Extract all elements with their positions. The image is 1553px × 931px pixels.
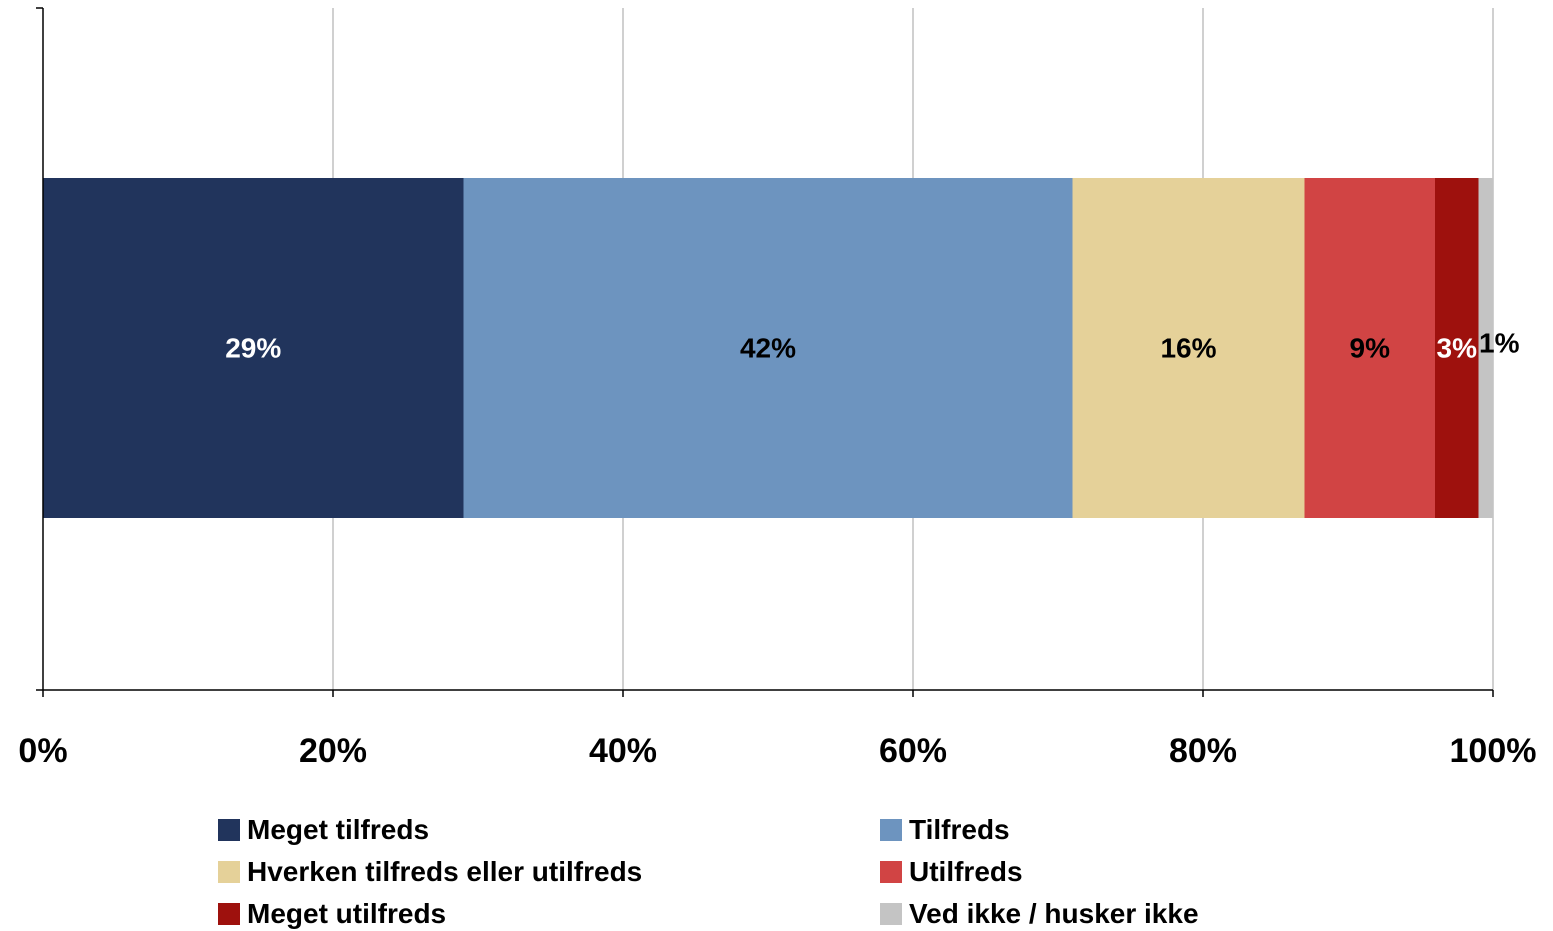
legend-swatch-3 (880, 860, 902, 883)
legend-swatch-2 (218, 860, 240, 883)
legend-item-2: Hverken tilfreds eller utilfreds (218, 854, 880, 889)
bar-segment-4 (1435, 178, 1479, 518)
x-axis-ticks: 0% 20% 40% 60% 80% 100% (18, 690, 1536, 770)
legend-item-3: Utilfreds (880, 854, 1300, 889)
legend: Meget tilfreds Tilfreds Hverken tilfreds e… (218, 812, 1318, 931)
legend-swatch-5 (880, 902, 902, 925)
legend-item-0: Meget tilfreds (218, 812, 880, 847)
data-label-0: 29% (225, 332, 281, 363)
legend-swatch-4 (218, 902, 240, 925)
x-tick-label-3: 60% (879, 732, 947, 770)
x-tick-label-2: 40% (589, 732, 657, 770)
data-label-1: 42% (740, 332, 796, 363)
bar-segment-3 (1304, 178, 1435, 518)
bar-segment-1 (463, 178, 1073, 518)
chart: 29% 42% 16% 9% 3% 1% 0% 20% 40% 60% 80% 100% (18, 7, 1536, 770)
legend-label-3: Utilfreds (909, 855, 1023, 887)
bar-segment-0 (43, 178, 464, 518)
bar-segment-2 (1072, 178, 1305, 518)
legend-item-4: Meget utilfreds (218, 896, 880, 931)
legend-swatch-1 (880, 818, 902, 841)
data-label-5: 1% (1479, 327, 1520, 358)
stacked-bar (43, 178, 1493, 518)
x-tick-label-4: 80% (1169, 732, 1237, 770)
data-label-3: 9% (1350, 332, 1391, 363)
data-label-4: 3% (1437, 332, 1478, 363)
legend-label-1: Tilfreds (909, 813, 1010, 845)
legend-label-5: Ved ikke / husker ikke (909, 897, 1199, 929)
legend-swatch-0 (218, 818, 240, 841)
axes (36, 7, 1493, 691)
legend-item-1: Tilfreds (880, 812, 1300, 847)
bar-segment-5 (1478, 178, 1493, 518)
data-labels: 29% 42% 16% 9% 3% 1% (225, 327, 1519, 363)
x-tick-label-1: 20% (299, 732, 367, 770)
x-tick-label-5: 100% (1450, 732, 1537, 770)
legend-label-4: Meget utilfreds (247, 897, 447, 929)
legend-label-2: Hverken tilfreds eller utilfreds (247, 855, 643, 887)
legend-label-0: Meget tilfreds (247, 813, 430, 845)
x-tick-label-0: 0% (18, 732, 67, 770)
legend-item-5: Ved ikke / husker ikke (880, 896, 1300, 931)
data-label-2: 16% (1160, 332, 1216, 363)
